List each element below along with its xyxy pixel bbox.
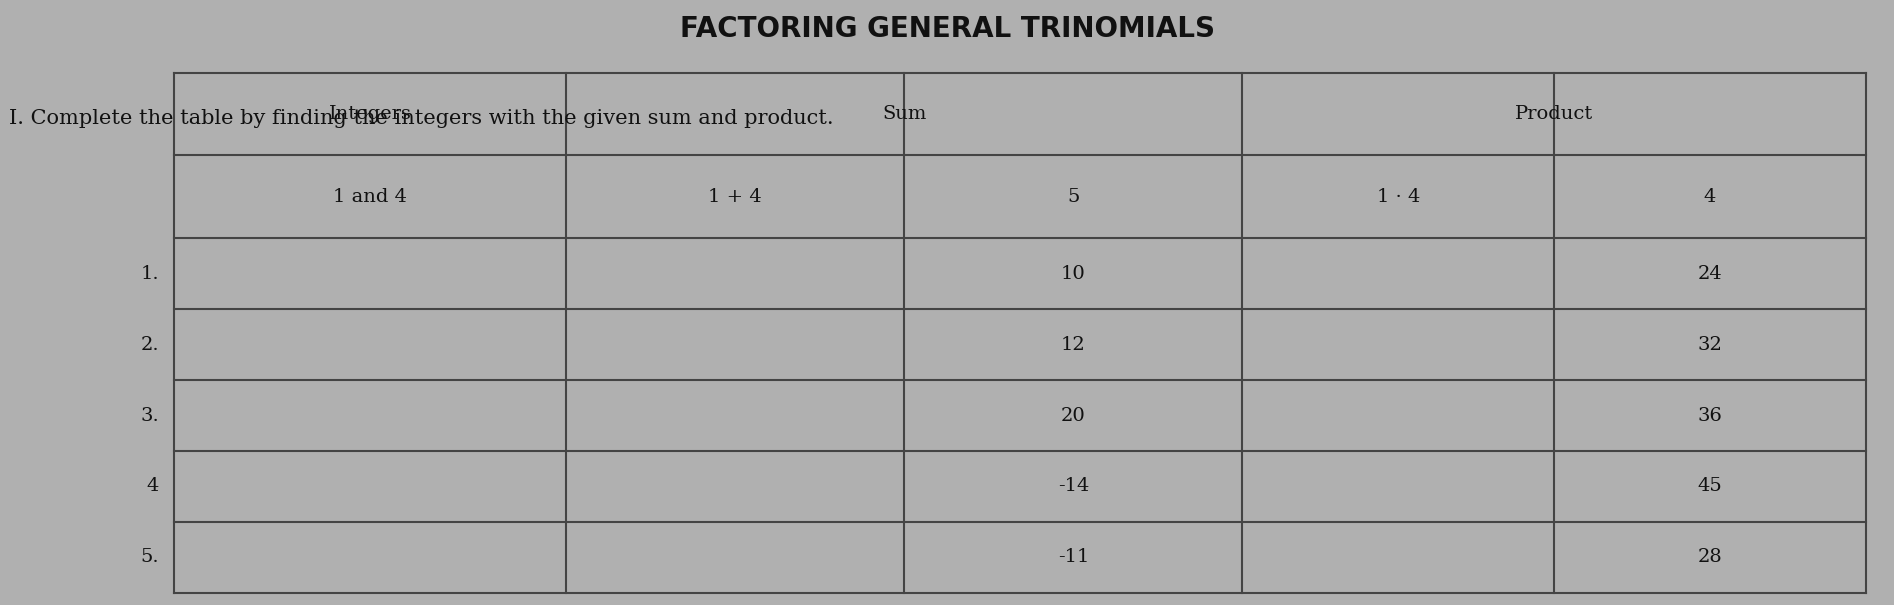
Text: Product: Product (1515, 105, 1593, 123)
Text: -14: -14 (1057, 477, 1089, 495)
Text: 5: 5 (1066, 188, 1080, 206)
Text: 1 + 4: 1 + 4 (708, 188, 761, 206)
Text: 32: 32 (1697, 336, 1722, 353)
Text: 1 · 4: 1 · 4 (1377, 188, 1420, 206)
Text: 24: 24 (1697, 264, 1722, 283)
Text: 45: 45 (1697, 477, 1722, 495)
Text: 2.: 2. (140, 336, 159, 353)
Text: 3.: 3. (140, 407, 159, 425)
Text: -11: -11 (1057, 548, 1089, 566)
Text: 5.: 5. (140, 548, 159, 566)
Text: 1 and 4: 1 and 4 (333, 188, 407, 206)
Text: 20: 20 (1061, 407, 1085, 425)
Text: 36: 36 (1697, 407, 1722, 425)
Text: 12: 12 (1061, 336, 1085, 353)
Text: FACTORING GENERAL TRINOMIALS: FACTORING GENERAL TRINOMIALS (680, 15, 1214, 43)
Text: 10: 10 (1061, 264, 1085, 283)
Text: Integers: Integers (330, 105, 411, 123)
Text: 1.: 1. (140, 264, 159, 283)
Text: Sum: Sum (883, 105, 926, 123)
Text: 4: 4 (146, 477, 159, 495)
Text: 28: 28 (1697, 548, 1722, 566)
Text: I. Complete the table by finding the integers with the given sum and product.: I. Complete the table by finding the int… (9, 109, 833, 128)
Text: 4: 4 (1703, 188, 1716, 206)
